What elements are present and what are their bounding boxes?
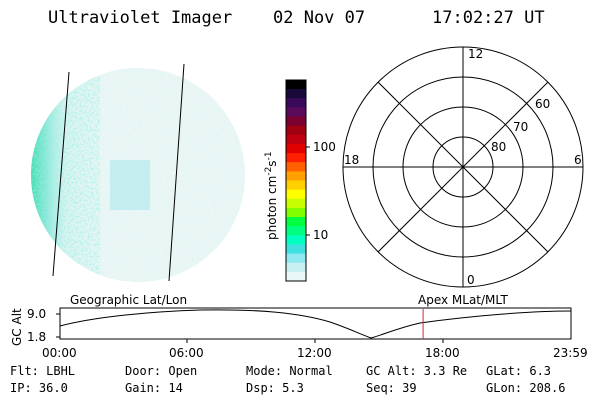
colorbar-band bbox=[286, 171, 306, 181]
colorbar-band bbox=[286, 198, 306, 209]
colorbar-band bbox=[286, 153, 306, 163]
colorbar-band bbox=[286, 271, 306, 282]
colorbar-band bbox=[286, 125, 306, 136]
colorbar-band bbox=[286, 107, 306, 118]
colorbar-band bbox=[286, 143, 306, 154]
info-mode: Mode: Normal bbox=[246, 364, 333, 378]
colorbar-band bbox=[286, 226, 306, 236]
polar-label-mlt-12: 12 bbox=[468, 47, 483, 61]
timeline-xtick-1200: 12:00 bbox=[297, 346, 332, 360]
info-filter: Flt: LBHL bbox=[10, 364, 76, 378]
timeline-xtick-0600: 06:00 bbox=[169, 346, 204, 360]
colorbar-band bbox=[286, 253, 306, 264]
colorbar-band bbox=[286, 134, 306, 145]
timeline-xtick-2359: 23:59 bbox=[553, 346, 588, 360]
colorbar-band bbox=[286, 80, 306, 90]
polar-label-mlt-6: 6 bbox=[574, 153, 582, 167]
colorbar-band bbox=[286, 116, 306, 127]
timeline-ytick-1-8: 1.8 bbox=[27, 330, 46, 344]
observation-time: 17:02:27 UT bbox=[432, 8, 545, 28]
polar-label-lat-60: 60 bbox=[535, 97, 550, 111]
timeline-xtick-0000: 00:00 bbox=[42, 346, 77, 360]
colorbar-band bbox=[286, 262, 306, 273]
colorbar-band bbox=[286, 244, 306, 255]
colorbar-band bbox=[286, 162, 306, 172]
polar-plot bbox=[342, 46, 584, 288]
timeline-right-label: Apex MLat/MLT bbox=[418, 293, 508, 307]
info-dsp: Dsp: 5.3 bbox=[246, 381, 304, 395]
info-door: Door: Open bbox=[125, 364, 198, 378]
timeline-frame bbox=[59, 307, 572, 340]
colorbar-band bbox=[286, 217, 306, 227]
info-gc-alt: GC Alt: 3.3 Re bbox=[366, 364, 468, 378]
colorbar-band bbox=[286, 89, 306, 99]
info-gain: Gain: 14 bbox=[125, 381, 183, 395]
colorbar bbox=[286, 80, 306, 282]
polar-label-mlt-18: 18 bbox=[344, 153, 359, 167]
colorbar-band bbox=[286, 189, 306, 200]
timeline-left-label: Geographic Lat/Lon bbox=[70, 293, 187, 307]
timeline-ytick-9: 9.0 bbox=[27, 307, 46, 321]
timeline-xtick-1800: 18:00 bbox=[425, 346, 460, 360]
instrument-title: Ultraviolet Imager bbox=[48, 8, 233, 28]
colorbar-band bbox=[286, 180, 306, 191]
info-glat: GLat: 6.3 bbox=[486, 364, 552, 378]
info-ip: IP: 36.0 bbox=[10, 381, 68, 395]
colorbar-tick-label-100: 100 bbox=[313, 140, 336, 154]
colorbar-band bbox=[286, 235, 306, 245]
terminator-line-right bbox=[168, 63, 185, 282]
polar-label-lat-80: 80 bbox=[491, 140, 506, 154]
polar-label-lat-70: 70 bbox=[513, 120, 528, 134]
uv-image-globe bbox=[31, 68, 245, 282]
polar-label-mlt-0: 0 bbox=[467, 273, 475, 287]
orbit-altitude-curve bbox=[59, 309, 572, 339]
colorbar-frame bbox=[285, 79, 307, 282]
timeline-xticks bbox=[186, 339, 444, 343]
timeline-ylabel: GC Alt bbox=[10, 308, 24, 346]
colorbar-band bbox=[286, 98, 306, 108]
observation-date: 02 Nov 07 bbox=[273, 8, 366, 28]
colorbar-tick-label-10: 10 bbox=[313, 228, 328, 242]
terminator-line-left bbox=[52, 71, 70, 277]
colorbar-band bbox=[286, 207, 306, 218]
info-glon: GLon: 208.6 bbox=[486, 381, 566, 395]
info-seq: Seq: 39 bbox=[366, 381, 417, 395]
colorbar-axis-label: photon cm-2s-1 bbox=[264, 151, 279, 240]
